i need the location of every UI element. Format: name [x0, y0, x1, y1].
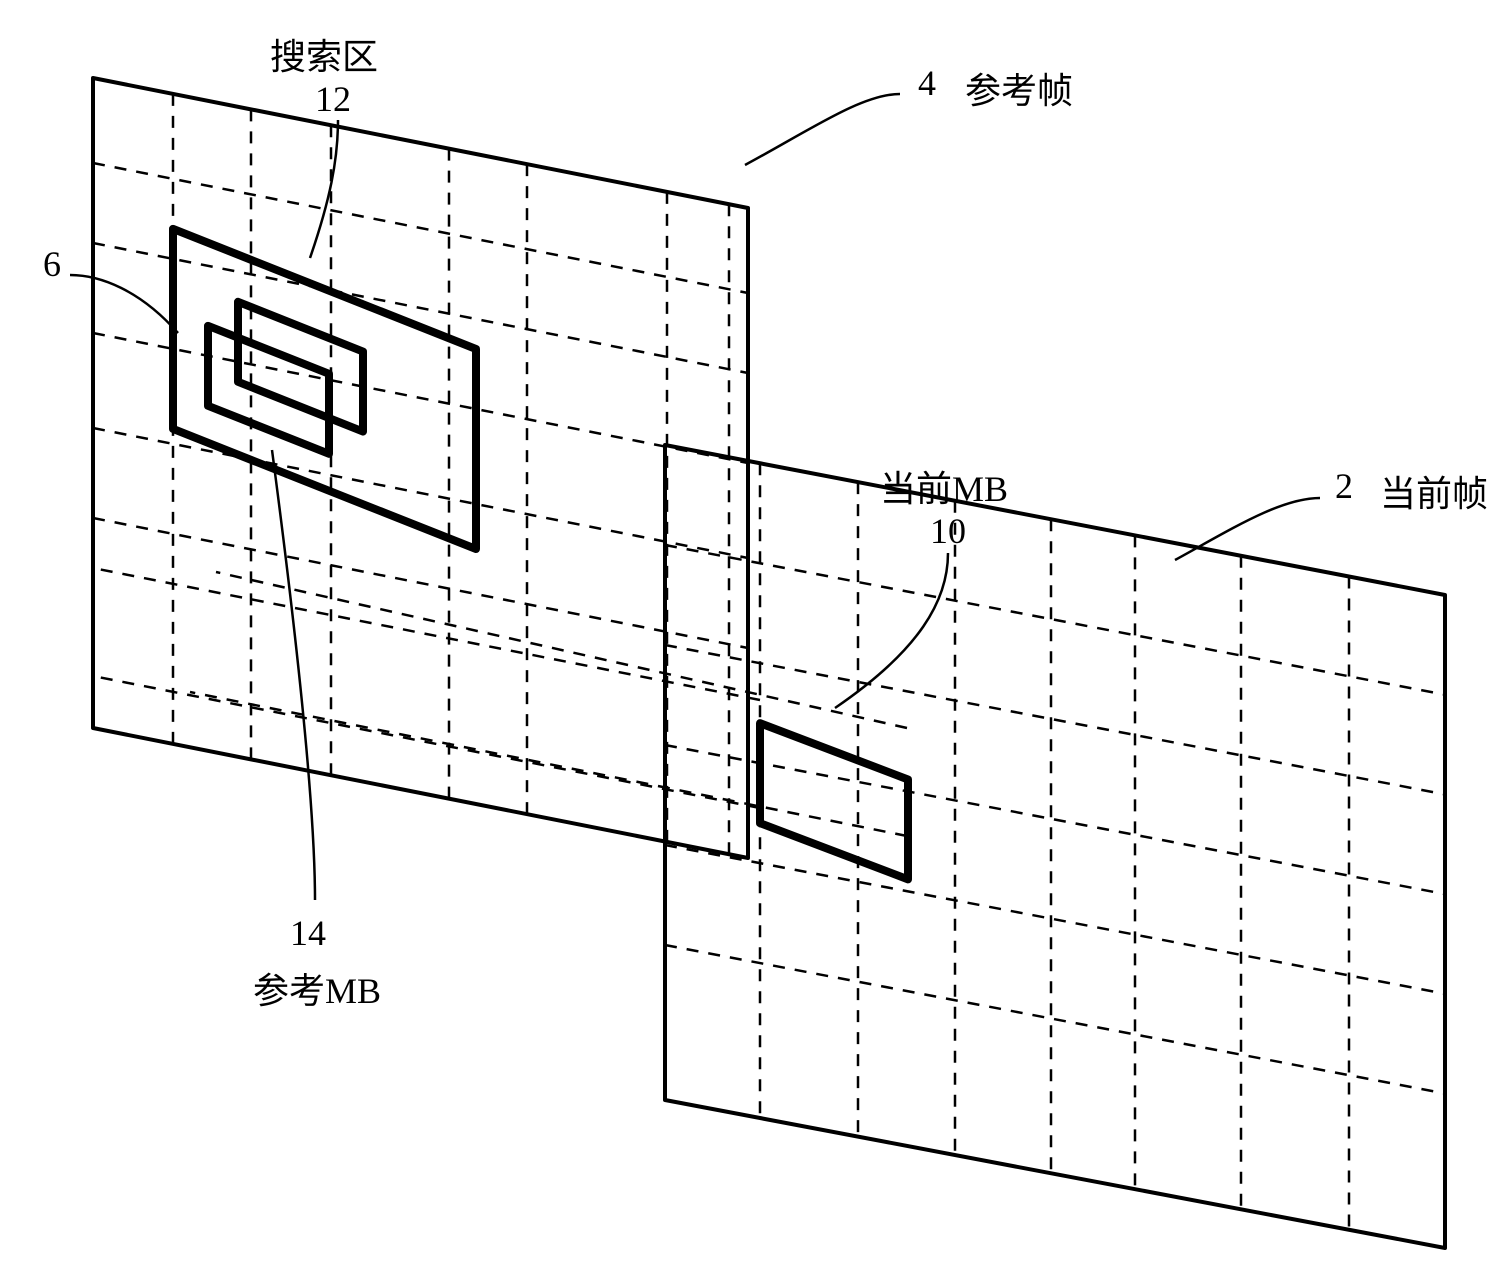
ref-mb-text-label: 参考MB	[253, 962, 381, 1014]
search-area-title-label: 搜索区	[270, 28, 378, 80]
ref-frame-text-label: 参考帧	[965, 62, 1073, 114]
six-label: 6	[43, 243, 61, 285]
current-frame-num-label: 2	[1335, 465, 1353, 507]
current-mb-title-label: 当前MB	[880, 460, 1008, 512]
current-mb-num-label: 10	[930, 510, 966, 552]
search-area-num-label: 12	[315, 78, 351, 120]
current-frame-text-label: 当前帧	[1380, 465, 1488, 517]
diagram-canvas	[0, 0, 1503, 1271]
ref-mb-num-label: 14	[290, 912, 326, 954]
ref-frame-num-label: 4	[918, 62, 936, 104]
